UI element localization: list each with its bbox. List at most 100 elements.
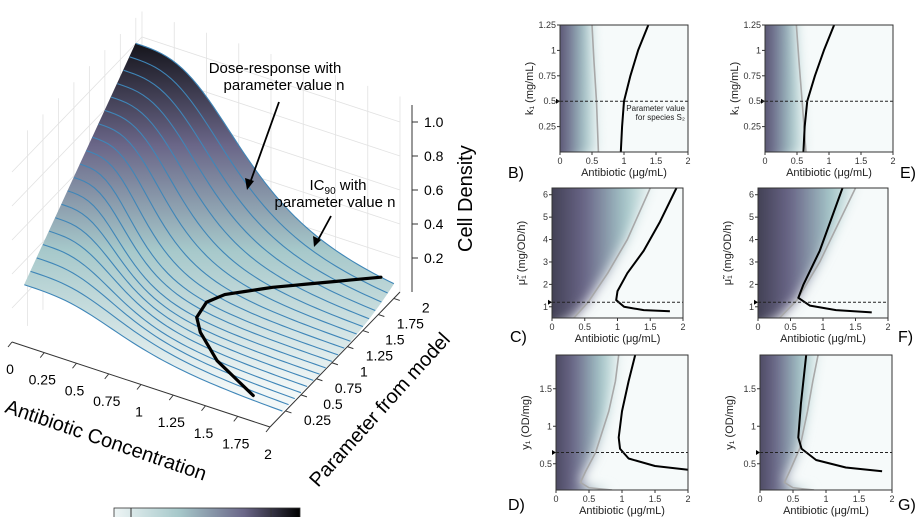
y-tick	[378, 314, 385, 317]
y-tick-label: 5	[543, 212, 548, 222]
x-tick	[39, 352, 45, 358]
y-tick-label: 5	[749, 212, 754, 222]
black-ic90-curve	[619, 25, 650, 152]
x-axis-label: Antibiotic (μg/mL)	[581, 167, 667, 179]
panel-label: E)	[900, 165, 916, 182]
y-tick-label: 1.25	[743, 20, 761, 30]
y-axis-label: k₁ (mg/mL)	[524, 62, 536, 115]
annotation-dose-response: Dose-response with	[209, 60, 342, 77]
x-tick-label: 0.5	[787, 494, 800, 504]
y-tick-label: 1	[543, 302, 548, 312]
dose-response-line	[117, 83, 376, 312]
annotation-ic90: parameter value n	[275, 194, 396, 211]
gray-ic90-curve	[783, 355, 819, 490]
dose-response-line	[129, 56, 388, 294]
x-tick-label: 2	[890, 156, 895, 166]
x-tick-label: 0	[6, 361, 14, 377]
y-tick	[300, 394, 308, 398]
x-tick-label: 1.5	[644, 322, 657, 332]
x-tick-label: 1.25	[158, 414, 185, 430]
dose-response-line	[61, 203, 320, 375]
heatmap-density-region	[556, 355, 618, 490]
z-tick-label: 0.2	[424, 250, 444, 266]
annotation-dose-response: parameter value n	[224, 77, 345, 94]
black-ic90-curve	[802, 25, 836, 152]
x-tick-label: 2	[685, 156, 690, 166]
panel-E: 0 0.5 1 1.5 2 0.25 0.5 0.75 1 1.25 Antibiotic (μg/…	[729, 20, 916, 182]
black-ic90-curve	[797, 355, 883, 473]
x-tick-label: 1	[820, 322, 825, 332]
dose-response-line	[104, 109, 364, 328]
surface-plot: 00.250.50.7511.251.51.7520.250.50.7511.2…	[2, 11, 477, 517]
black-ic90-curve	[797, 188, 872, 314]
arrow-ic90	[317, 215, 332, 241]
z-tick-label: 0.4	[424, 216, 444, 232]
y-tick	[331, 362, 339, 366]
y-tick-label: 3	[543, 257, 548, 267]
gray-ic90-curve	[573, 188, 651, 318]
y-axis-label: k₁ (mg/mL)	[729, 62, 741, 115]
x-axis-label: Antibiotic (μg/mL)	[786, 167, 872, 179]
annotation-ic90-part: with	[336, 177, 367, 194]
y-tick-label: 1	[756, 45, 761, 55]
y-tick-label: 0.5	[543, 96, 556, 106]
dose-response-line	[79, 163, 339, 356]
gray-ic90-curve	[591, 25, 600, 152]
x-axis-label: Antibiotic Concentration	[2, 396, 209, 486]
x-tick-label: 1.5	[853, 494, 866, 504]
panel-C: 0 0.5 1 1.5 2 1 2 3 4 5 6 Antibiotic (μg/mL) μ̃₁ (mg…	[510, 187, 686, 346]
heatmap	[556, 355, 688, 490]
z-tick-label: 0.6	[424, 182, 444, 198]
panel-label: B)	[508, 165, 524, 182]
annotation-ic90-part: IC	[310, 177, 325, 194]
x-tick	[136, 384, 142, 390]
heatmap-density-region	[560, 25, 598, 152]
dose-response-line	[48, 230, 308, 388]
y-tick	[347, 346, 354, 350]
arrow-dose-response	[249, 101, 280, 184]
y-tick-label: 1.25	[538, 20, 556, 30]
x-tick-label: 0.5	[65, 382, 85, 398]
y-tick	[362, 330, 370, 334]
x-tick-label: 1	[619, 494, 624, 504]
y-tick-label: 1	[751, 421, 756, 431]
x-tick-label: 1	[823, 494, 828, 504]
heatmap	[760, 355, 892, 490]
y-tick-label: 0.5	[748, 96, 761, 106]
dose-response-line	[110, 96, 370, 320]
x-tick	[72, 362, 77, 369]
y-tick-label: 0.5	[539, 459, 552, 469]
dose-response-line	[36, 257, 295, 400]
x-axis-label: Antibiotic (μg/mL)	[783, 505, 869, 517]
ic90-line	[194, 275, 383, 398]
x-tick-label: 1.5	[194, 425, 214, 441]
heatmap	[758, 188, 888, 318]
parameter-marker	[548, 299, 552, 305]
panel-B: 0 0.5 1 1.5 2 0.25 0.5 0.75 1 1.25 Antibiotic (μg/…	[508, 20, 691, 182]
y-axis-label: μ̃₁ (mg/OD/h)	[516, 221, 528, 285]
dose-response-line	[135, 42, 395, 285]
x-tick	[233, 416, 239, 422]
x-tick-label: 2	[680, 322, 685, 332]
y-tick-label: 1.25	[366, 348, 393, 364]
heatmap	[765, 25, 893, 152]
x-tick	[265, 426, 271, 433]
y-tick-label: 2	[749, 279, 754, 289]
dose-response-line	[86, 150, 345, 349]
x-tick-label: 0	[549, 322, 554, 332]
y-tick-label: 3	[749, 257, 754, 267]
x-tick	[201, 405, 206, 412]
z-tick-label: 0.8	[424, 148, 444, 164]
x-tick-label: 0	[757, 494, 762, 504]
x-tick-label: 1.5	[650, 156, 663, 166]
x-tick-label: 1.75	[222, 435, 249, 451]
y-tick-label: 0.25	[304, 412, 331, 428]
annotation-ic90-subscript: 90	[325, 186, 337, 197]
y-tick-label: 0.75	[743, 71, 761, 81]
wall-gridline	[11, 36, 401, 173]
y-tick-label: 1	[551, 45, 556, 55]
x-tick-label: 0.5	[586, 156, 599, 166]
x-tick-label: 0.25	[29, 372, 56, 388]
x-tick-label: 1	[826, 156, 831, 166]
